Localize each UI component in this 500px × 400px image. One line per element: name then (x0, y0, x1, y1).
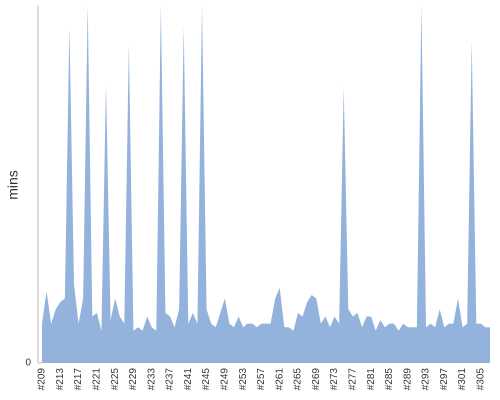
x-tick-label: #249 (219, 368, 230, 391)
x-tick-label: #225 (110, 368, 121, 391)
x-tick-label: #289 (402, 368, 413, 391)
x-tick-label: #261 (274, 368, 285, 391)
x-tick-label: #257 (256, 368, 267, 391)
x-tick-label: #217 (73, 368, 84, 391)
x-tick-label: #269 (311, 368, 322, 391)
x-tick-label: #301 (457, 368, 468, 391)
area (42, 5, 490, 363)
x-tick-label: #245 (201, 368, 212, 391)
x-tick-label: #293 (421, 368, 432, 391)
x-tick-label: #273 (329, 368, 340, 391)
x-tick-label: #209 (37, 368, 48, 391)
x-tick-label: #277 (347, 368, 358, 391)
x-tick-label: #237 (165, 368, 176, 391)
x-tick-label: #213 (55, 368, 66, 391)
x-tick-label: #229 (128, 368, 139, 391)
x-tick-label: #221 (91, 368, 102, 391)
y-axis-label: mins (5, 170, 21, 200)
x-tick-label: #265 (293, 368, 304, 391)
x-tick-label: #305 (475, 368, 486, 391)
x-tick-label: #233 (146, 368, 157, 391)
x-tick-label: #281 (366, 368, 377, 391)
x-tick-label: #297 (439, 368, 450, 391)
x-tick-label: #253 (238, 368, 249, 391)
x-tick-label: #241 (183, 368, 194, 391)
x-tick-label: #285 (384, 368, 395, 391)
y-tick-label: 0 (25, 358, 31, 369)
